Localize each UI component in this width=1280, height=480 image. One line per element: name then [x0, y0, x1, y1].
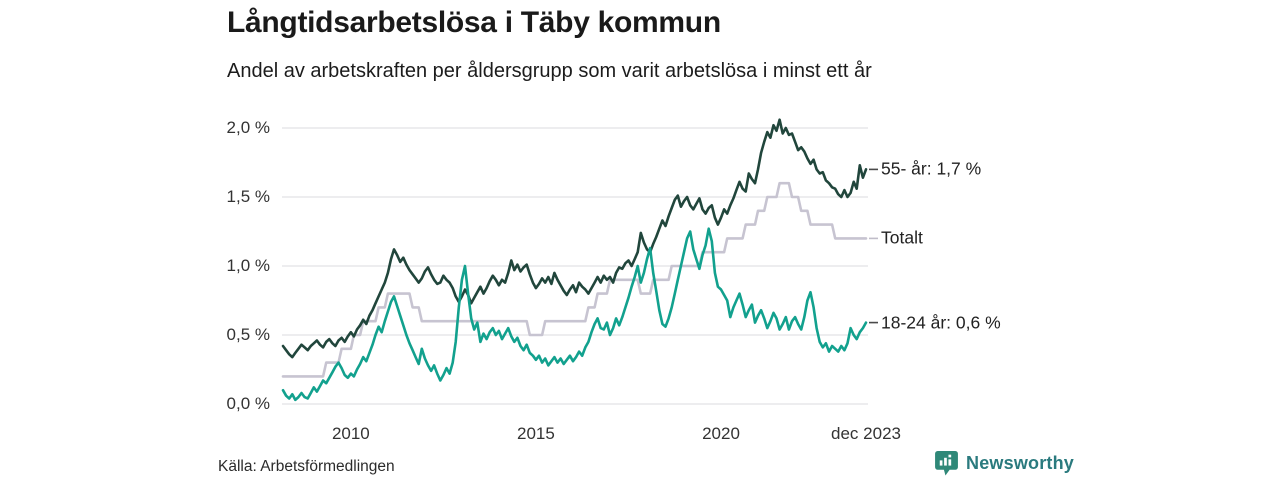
series-lines [281, 118, 868, 402]
gridlines [282, 127, 868, 405]
y-tick-label: 1,5 % [226, 187, 270, 206]
x-tick-label: 2010 [331, 424, 370, 443]
source-note: Källa: Arbetsförmedlingen [218, 458, 395, 475]
y-tick-label: 0,5 % [226, 325, 270, 344]
page-title: Långtidsarbetslösa i Täby kommun [227, 6, 721, 39]
y-tick-label: 1,0 % [226, 256, 270, 275]
series-line-55-r [281, 118, 868, 359]
page-subtitle: Andel av arbetskraften per åldersgrupp s… [227, 60, 872, 82]
brand-name: Newsworthy [966, 453, 1075, 473]
y-tick-label: 0,0 % [226, 394, 270, 413]
series-end-label-18-24-r: 18-24 år: 0,6 % [881, 312, 1001, 333]
series-line-18-24-r [281, 227, 868, 402]
series-end-label-totalt: Totalt [881, 227, 923, 248]
series-end-ticks [869, 168, 878, 324]
series-end-label-55-r: 55- år: 1,7 % [881, 158, 982, 179]
brand-logo: Newsworthy [934, 450, 1074, 477]
x-tick-label: 2020 [702, 424, 740, 443]
y-tick-label: 2,0 % [226, 118, 270, 137]
x-tick-label: 2015 [517, 424, 555, 443]
series-line-totalt [281, 181, 868, 378]
x-tick-label: dec 2023 [831, 424, 901, 443]
bar-chart-bubble-icon [935, 451, 958, 476]
